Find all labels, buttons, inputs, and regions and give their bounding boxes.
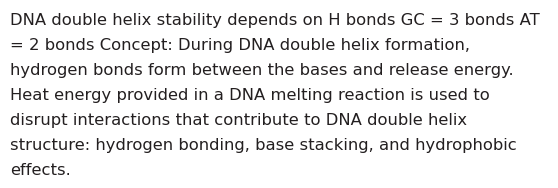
Text: hydrogen bonds form between the bases and release energy.: hydrogen bonds form between the bases an… [10, 63, 514, 78]
Text: = 2 bonds Concept: During DNA double helix formation,: = 2 bonds Concept: During DNA double hel… [10, 38, 470, 53]
Text: disrupt interactions that contribute to DNA double helix: disrupt interactions that contribute to … [10, 113, 467, 128]
Text: DNA double helix stability depends on H bonds GC = 3 bonds AT: DNA double helix stability depends on H … [10, 13, 540, 28]
Text: structure: hydrogen bonding, base stacking, and hydrophobic: structure: hydrogen bonding, base stacki… [10, 138, 517, 153]
Text: effects.: effects. [10, 163, 71, 178]
Text: Heat energy provided in a DNA melting reaction is used to: Heat energy provided in a DNA melting re… [10, 88, 490, 103]
